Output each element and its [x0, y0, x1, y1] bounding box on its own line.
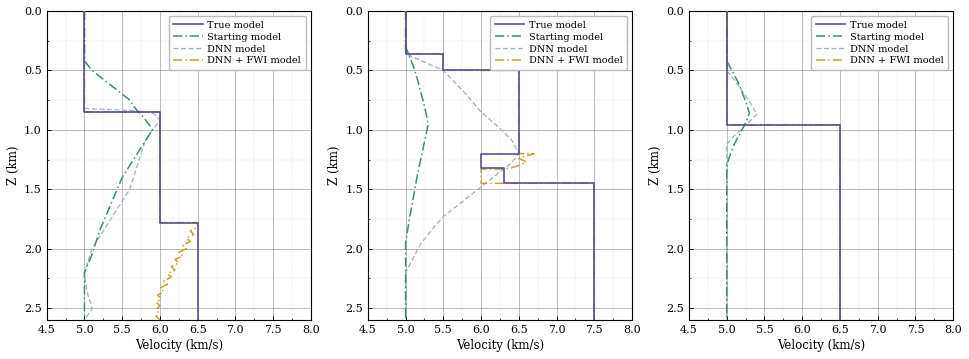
Y-axis label: Z (km): Z (km): [328, 146, 341, 185]
X-axis label: Velocity (km/s): Velocity (km/s): [777, 339, 865, 352]
Legend: True model, Starting model, DNN model, DNN + FWI model: True model, Starting model, DNN model, D…: [811, 16, 949, 70]
Legend: True model, Starting model, DNN model, DNN + FWI model: True model, Starting model, DNN model, D…: [169, 16, 306, 70]
Legend: True model, Starting model, DNN model, DNN + FWI model: True model, Starting model, DNN model, D…: [489, 16, 627, 70]
Y-axis label: Z (km): Z (km): [7, 146, 20, 185]
X-axis label: Velocity (km/s): Velocity (km/s): [455, 339, 544, 352]
Y-axis label: Z (km): Z (km): [649, 146, 662, 185]
X-axis label: Velocity (km/s): Velocity (km/s): [135, 339, 223, 352]
